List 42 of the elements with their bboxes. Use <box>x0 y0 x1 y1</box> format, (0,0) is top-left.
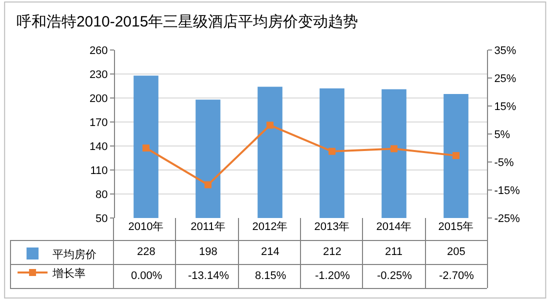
y-tick-label: 170 <box>89 116 108 129</box>
x-tick-label: 2015年 <box>438 221 474 233</box>
y-tick-label: 200 <box>89 92 108 105</box>
data-label: 214 <box>261 246 280 258</box>
y-tick-label: 80 <box>96 188 108 201</box>
y2-tick-label: 35% <box>494 44 516 57</box>
data-label: -1.20% <box>315 270 350 282</box>
point <box>390 145 398 152</box>
legend-label: 平均房价 <box>52 248 97 261</box>
y2-tick-label: -5% <box>494 156 514 169</box>
legend-label: 增长率 <box>52 266 86 280</box>
data-label: -13.14% <box>188 270 230 282</box>
data-label: 198 <box>199 246 218 258</box>
y2-tick-label: 15% <box>494 100 516 113</box>
x-tick-label: 2013年 <box>314 221 350 233</box>
y2-tick-label: 25% <box>494 72 516 85</box>
y-tick-label: 140 <box>89 140 108 153</box>
x-tick-label: 2010年 <box>128 221 164 233</box>
y-tick-label: 230 <box>89 68 108 81</box>
x-tick-label: 2011年 <box>190 221 226 233</box>
y-tick-label: 50 <box>96 212 108 225</box>
point <box>266 122 274 129</box>
y-tick-label: 110 <box>90 164 108 177</box>
y2-tick-label: -25% <box>494 212 520 225</box>
point <box>452 152 460 160</box>
point <box>328 148 336 155</box>
data-label: 8.15% <box>255 270 286 282</box>
data-label: 211 <box>385 246 403 258</box>
y2-tick-label: -15% <box>494 184 520 197</box>
x-tick-label: 2014年 <box>376 221 412 233</box>
data-label: 205 <box>447 246 466 258</box>
data-label: 228 <box>137 246 156 258</box>
point <box>142 144 150 152</box>
x-tick-label: 2012年 <box>252 221 288 233</box>
data-label: 212 <box>323 246 342 258</box>
y-tick-label: 260 <box>89 44 108 57</box>
data-label: 0.00% <box>131 270 162 282</box>
y2-tick-label: 5% <box>494 128 510 141</box>
chart-title: 呼和浩特2010-2015年三星级酒店平均房价变动趋势 <box>16 13 358 30</box>
data-label: -0.25% <box>377 270 412 282</box>
data-label: -2.70% <box>439 270 474 282</box>
point <box>204 181 212 188</box>
